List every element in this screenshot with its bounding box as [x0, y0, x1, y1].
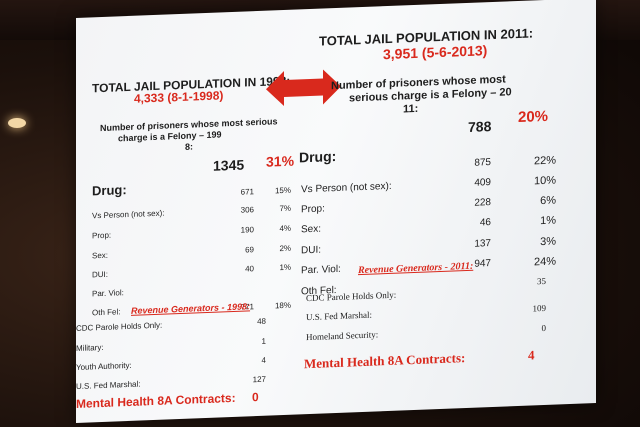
- right-row-number: 875: [474, 157, 491, 169]
- left-generator-label: U.S. Fed Marshal:: [76, 379, 141, 391]
- right-row-percent: 3%: [540, 235, 556, 249]
- right-row-label: Par. Viol:: [301, 263, 341, 277]
- left-mental-health-value: 0: [252, 389, 259, 405]
- double-arrow-icon: [266, 69, 341, 107]
- left-description: Number of prisoners whose most serious c…: [100, 116, 278, 156]
- right-header-percent: 20%: [518, 107, 549, 127]
- right-row-percent: 24%: [533, 255, 556, 269]
- right-header-number: 788: [468, 118, 492, 135]
- slide-content: TOTAL JAIL POPULATION IN 1998: 4,333 (8-…: [76, 0, 596, 423]
- right-row-number: 137: [474, 238, 491, 250]
- right-row-number: 409: [474, 177, 491, 189]
- left-generator-label: Youth Authority:: [76, 360, 132, 372]
- right-row-percent: 6%: [540, 194, 556, 208]
- right-row-label: Sex:: [301, 223, 322, 236]
- wall-light: [8, 118, 26, 128]
- right-generator-value: 35: [537, 275, 546, 287]
- right-generator-value: 0: [541, 322, 547, 334]
- right-generator-label: Homeland Security:: [306, 329, 379, 343]
- right-row-label: Prop:: [301, 203, 325, 216]
- right-generator-label: CDC Parole Holds Only:: [306, 289, 397, 304]
- right-description: Number of prisoners whose most serious c…: [331, 73, 512, 119]
- right-row-label: DUI:: [301, 244, 321, 257]
- right-generator-label: U.S. Fed Marshal:: [306, 309, 372, 323]
- right-row-number: 46: [479, 217, 491, 229]
- projector-screen: TOTAL JAIL POPULATION IN 1998: 4,333 (8-…: [76, 0, 596, 423]
- right-row-percent: 1%: [540, 214, 556, 228]
- right-row-number: 228: [474, 197, 491, 209]
- left-panel-subtitle: 4,333 (8-1-1998): [134, 88, 224, 106]
- right-row-percent: 22%: [533, 154, 556, 168]
- right-generator-value: 109: [532, 302, 547, 314]
- right-row-label: Vs Person (not sex):: [301, 180, 392, 196]
- right-row-percent: 10%: [533, 174, 556, 188]
- right-panel-subtitle: 3,951 (5-6-2013): [383, 42, 488, 63]
- left-generator-value: 127: [252, 374, 266, 385]
- right-mental-health-label: Mental Health 8A Contracts:: [304, 350, 466, 372]
- right-mental-health-value: 4: [528, 347, 535, 363]
- left-generator-value: 4: [261, 355, 266, 365]
